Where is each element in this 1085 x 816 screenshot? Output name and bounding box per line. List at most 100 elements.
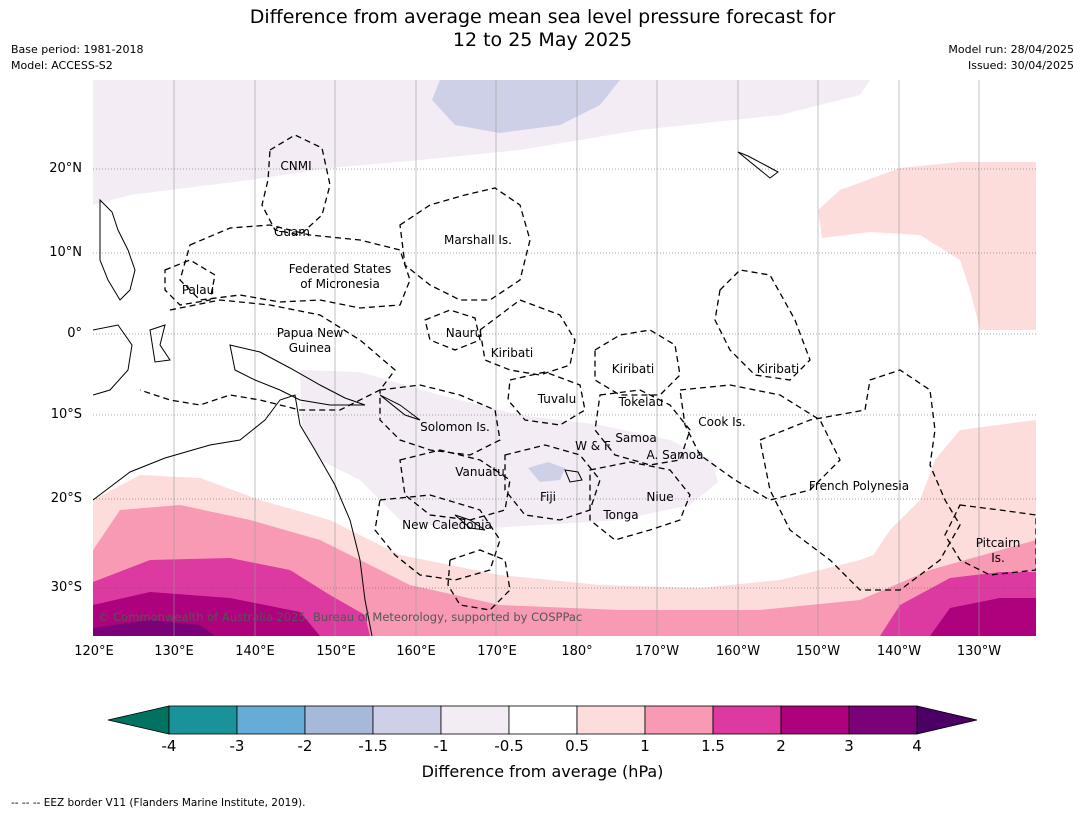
label-french-polynesia: French Polynesia: [809, 479, 909, 493]
anomaly-south-2-east: [930, 598, 1036, 636]
title-line-1: Difference from average mean sea level p…: [249, 6, 836, 28]
eez-pitcairn: [944, 504, 1036, 576]
png-coast: [229, 344, 366, 406]
anomaly-south-3: [93, 620, 215, 636]
colorbar-tick-label: -1: [433, 737, 449, 755]
eez-tuvalu: [507, 371, 586, 426]
eez-footnote: -- -- -- EEZ border V11 (Flanders Marine…: [11, 797, 306, 809]
lat-label-10s: 10°S: [50, 407, 82, 422]
map-panel: CNMI Guam Marshall Is. Federated States …: [93, 80, 1036, 636]
colorbar-tick-label: 1: [640, 737, 650, 755]
label-samoa: Samoa: [615, 431, 656, 445]
colorbar-tick-label: -2: [297, 737, 313, 755]
eez-borders: [139, 134, 1036, 611]
eez-vanuatu: [399, 449, 511, 521]
label-solomon-islands: Solomon Is.: [420, 420, 490, 434]
label-fsm-line-2: of Micronesia: [300, 277, 380, 291]
meta-left: Base period: 1981-2018 Model: ACCESS-S2: [11, 42, 143, 74]
sulawesi-coast: [149, 324, 171, 363]
eez-solomon: [379, 384, 501, 456]
eez-tonga-niue: [589, 461, 691, 541]
colorbar-tick-label: 1.5: [701, 737, 725, 755]
colorbar-segment: [236, 705, 306, 735]
eez-cook: [679, 384, 841, 501]
label-cook-islands: Cook Is.: [698, 415, 745, 429]
colorbar-tick-label: 3: [844, 737, 854, 755]
hawaii-coast: [737, 151, 779, 179]
eez-tokelau-samoa: [594, 389, 691, 466]
colorbar-tick-label: -0.5: [494, 737, 524, 755]
lat-label-30s: 30°S: [50, 580, 82, 595]
eez-french-polynesia: [759, 369, 961, 591]
lon-label-130e: 130°E: [154, 644, 194, 659]
colorbar-segment: [848, 705, 918, 735]
model-name: Model: ACCESS-S2: [11, 59, 113, 72]
eez-kiribati-west: [479, 299, 576, 376]
coastlines: [93, 151, 779, 636]
label-palau: Palau: [182, 283, 214, 297]
colorbar-segment: [712, 705, 782, 735]
eez-marshall: [399, 187, 531, 301]
label-vanuatu: Vanuatu: [455, 465, 505, 479]
label-png-line-2: Guinea: [289, 341, 332, 355]
australia-coast: [93, 394, 373, 636]
label-pitcairn-line-2: Is.: [991, 551, 1005, 565]
colorbar-tick-label: -4: [161, 737, 177, 755]
lon-label-120e: 120°E: [74, 644, 114, 659]
label-kiribati-west: Kiribati: [491, 346, 533, 360]
chart-title: Difference from average mean sea level p…: [0, 6, 1085, 52]
lon-label-130w: 130°W: [956, 644, 1002, 659]
lon-label-170e: 170°E: [477, 644, 517, 659]
eez-png: [139, 299, 396, 411]
lon-label-140e: 140°E: [235, 644, 275, 659]
lat-label-20s: 20°S: [50, 491, 82, 506]
label-cnmi: CNMI: [280, 159, 311, 173]
label-fiji: Fiji: [540, 490, 556, 504]
colorbar-tick-label: 4: [912, 737, 922, 755]
colorbar-extend-low: [107, 705, 170, 735]
label-kiribati-east: Kiribati: [757, 362, 799, 376]
lon-label-170w: 170°W: [634, 644, 680, 659]
label-niue: Niue: [646, 490, 673, 504]
issued-date: Issued: 30/04/2025: [967, 59, 1074, 72]
colorbar-segment: [304, 705, 374, 735]
eez-kiribati-east: [714, 269, 811, 381]
anomaly-north-moderate: [432, 80, 620, 133]
colorbar-tick-label: 0.5: [565, 737, 589, 755]
label-guam: Guam: [274, 225, 310, 239]
eez-cnmi: [261, 134, 331, 236]
label-nauru: Nauru: [446, 326, 482, 340]
philippines-coast: [99, 198, 136, 301]
graticule: [93, 80, 1036, 636]
label-marshall-islands: Marshall Is.: [444, 233, 512, 247]
label-tonga: Tonga: [602, 508, 638, 522]
lon-label-160w: 160°W: [715, 644, 761, 659]
label-png-line-1: Papua New: [277, 326, 344, 340]
base-period: Base period: 1981-2018: [11, 43, 144, 56]
anomaly-north-light: [93, 80, 870, 205]
model-run: Model run: 28/04/2025: [948, 43, 1074, 56]
anomaly-central-moderate: [528, 462, 565, 482]
colorbar-tick-label: 2: [776, 737, 786, 755]
title-line-2: 12 to 25 May 2025: [452, 29, 633, 51]
colorbar-segment: [508, 705, 578, 735]
borneo-coast: [93, 324, 133, 396]
colorbar-segment: [644, 705, 714, 735]
colorbar-extend-high: [916, 705, 978, 735]
lon-label-180: 180°: [561, 644, 593, 659]
meta-right: Model run: 28/04/2025 Issued: 30/04/2025: [948, 42, 1074, 74]
label-wallis-futuna: W & F: [575, 439, 611, 453]
solomon-coast: [379, 394, 421, 421]
label-tuvalu: Tuvalu: [537, 392, 577, 406]
label-fsm-line-1: Federated States: [289, 262, 391, 276]
colorbar-tick-label: -1.5: [358, 737, 388, 755]
lon-label-140w: 140°W: [876, 644, 922, 659]
lon-label-150e: 150°E: [316, 644, 356, 659]
label-new-caledonia: New Caledonia: [402, 518, 492, 532]
lat-label-0: 0°: [67, 326, 82, 341]
lat-label-10n: 10°N: [49, 245, 82, 260]
label-american-samoa: A. Samoa: [647, 448, 704, 462]
lon-label-150w: 150°W: [795, 644, 841, 659]
colorbar: [107, 705, 978, 735]
